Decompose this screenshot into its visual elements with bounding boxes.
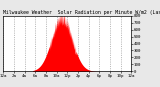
Text: Milwaukee Weather  Solar Radiation per Minute W/m2 (Last 24 Hours): Milwaukee Weather Solar Radiation per Mi… bbox=[3, 10, 160, 15]
